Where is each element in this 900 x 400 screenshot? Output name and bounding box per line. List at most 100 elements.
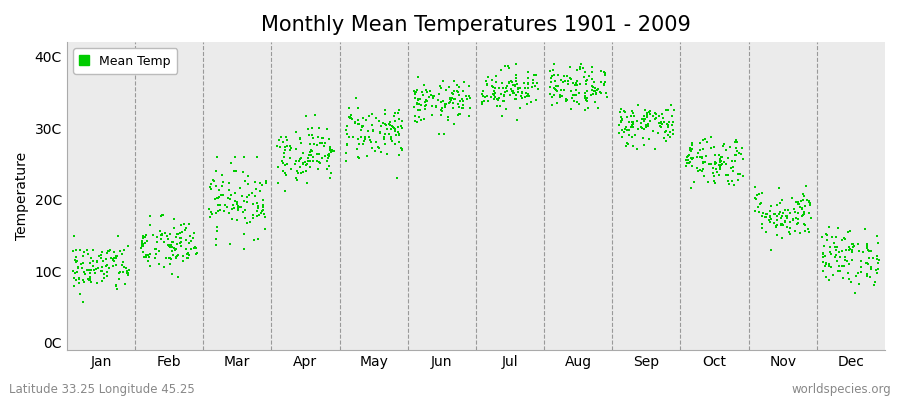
Point [504,78,518,84]
Point [824,234,839,240]
Point [248,236,262,243]
Point [119,264,133,271]
Point [154,236,168,242]
Point [707,158,722,165]
Point [348,118,363,125]
Point [490,103,504,109]
Point [496,84,510,91]
Point [190,250,204,256]
Point [839,247,853,253]
Point [135,240,149,246]
Point [620,127,634,133]
Point [860,273,875,279]
Point [446,105,460,111]
Point [112,270,126,276]
Point [373,130,387,136]
Point [526,77,540,84]
Point [713,157,727,163]
Point [832,268,847,274]
Point [860,241,874,248]
Point [769,223,783,230]
Point [832,249,846,256]
Point [378,111,392,118]
Point [110,253,124,260]
Point [585,76,599,82]
Point [823,244,837,250]
Point [837,236,851,242]
Point [323,146,338,152]
Point [701,178,716,185]
Point [680,152,695,159]
Point [158,229,173,236]
Point [312,125,327,131]
Point [81,276,95,282]
Point [70,258,85,264]
Point [648,145,662,152]
Point [165,248,179,254]
Point [625,119,639,126]
Point [327,148,341,154]
Point [584,82,598,89]
Point [211,208,225,214]
Point [374,128,388,135]
Point [642,136,656,142]
Point [713,159,727,165]
Point [316,135,330,142]
Point [770,217,785,224]
Point [230,217,244,223]
Point [716,142,731,149]
Point [351,105,365,111]
Point [246,212,260,218]
Point [102,265,116,272]
Point [165,271,179,278]
Point [778,218,792,224]
Point [505,82,519,89]
Point [170,241,184,247]
Point [109,253,123,260]
Point [764,203,778,209]
Point [579,81,593,87]
Point [295,169,310,176]
Point [462,93,476,99]
Point [231,205,246,211]
Point [518,85,533,91]
Point [769,224,783,230]
Point [619,114,634,121]
Point [717,141,732,147]
Point [762,208,777,214]
Point [795,198,809,204]
Point [326,148,340,154]
Point [500,88,514,94]
Point [629,146,643,152]
Point [151,261,166,267]
Point [233,185,248,191]
Point [283,155,297,162]
Point [387,125,401,132]
Point [792,201,806,207]
Point [184,246,199,252]
Point [634,120,649,126]
Point [549,87,563,93]
Point [638,116,652,122]
Point [174,243,188,249]
Point [143,263,157,270]
Point [638,106,652,113]
Point [392,132,406,138]
Point [114,262,129,269]
Point [408,90,422,96]
Point [139,254,153,260]
Point [270,164,284,170]
Point [871,239,886,246]
Point [626,120,641,127]
Point [842,247,856,254]
Point [447,88,462,94]
Point [321,152,336,159]
Point [842,247,856,254]
Point [789,198,804,205]
Point [770,222,785,228]
Point [780,224,795,230]
Point [689,154,704,160]
Point [685,142,699,148]
Point [152,248,166,254]
Point [508,96,522,102]
